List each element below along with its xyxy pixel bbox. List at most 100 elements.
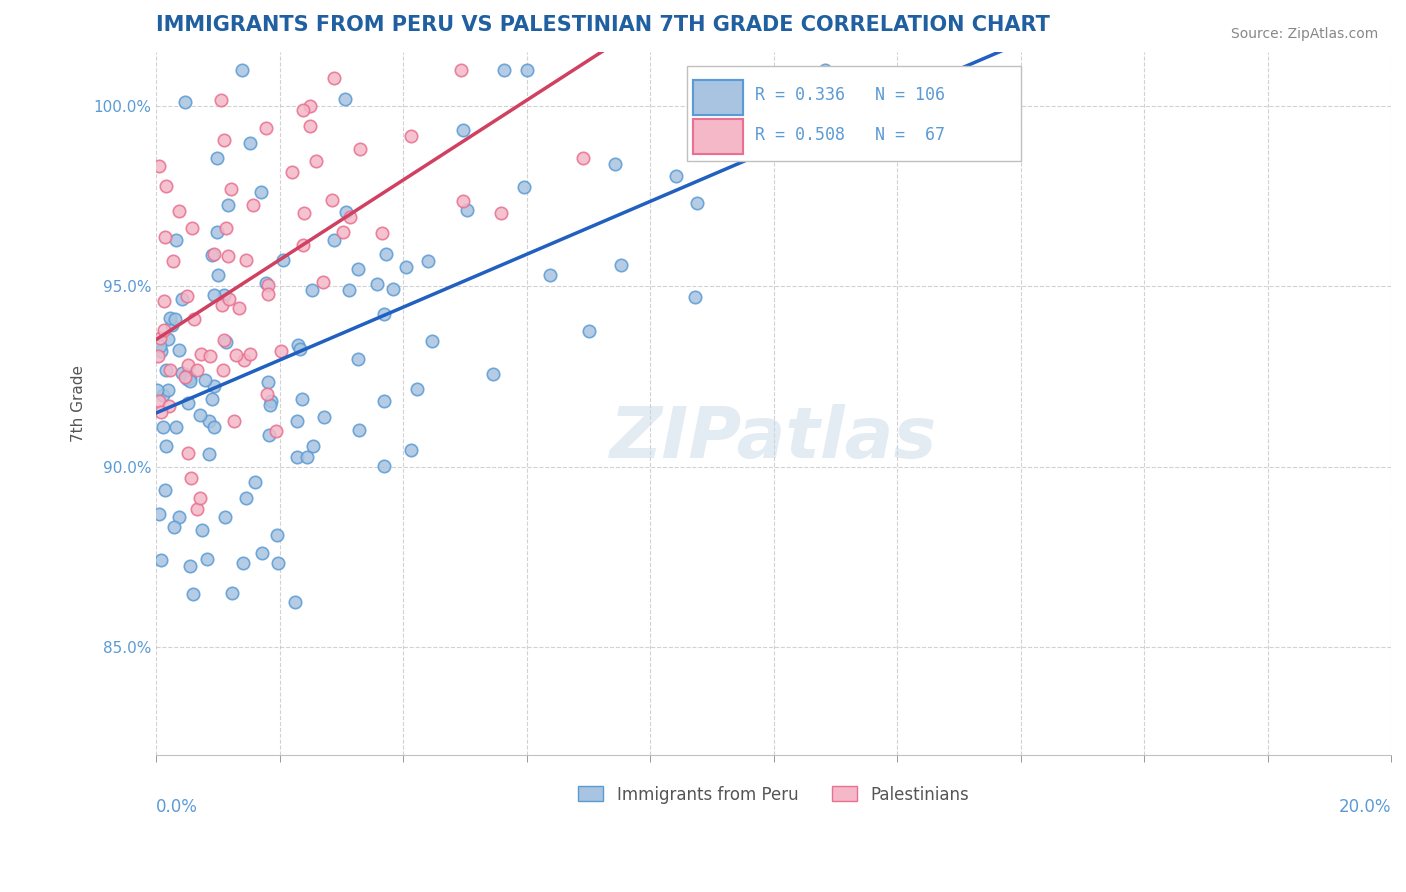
Point: [259, 428, 281, 442]
Point: [243, 475, 266, 489]
Point: [578, 324, 600, 338]
Point: [149, 405, 172, 419]
Point: [195, 551, 218, 566]
Text: 0.0%: 0.0%: [156, 797, 198, 815]
Point: [665, 169, 688, 184]
Point: [212, 133, 235, 147]
Point: [295, 450, 318, 464]
Point: [207, 268, 229, 283]
Point: [266, 528, 288, 542]
Point: [218, 198, 240, 212]
Point: [176, 372, 198, 386]
Point: [155, 483, 177, 497]
Point: [176, 289, 198, 303]
Point: [399, 129, 422, 144]
Point: [179, 371, 201, 385]
Point: [516, 62, 538, 77]
Point: [146, 383, 169, 397]
Point: [451, 123, 474, 137]
Point: [221, 586, 243, 600]
Point: [214, 334, 236, 348]
Point: [174, 95, 197, 109]
Point: [256, 375, 278, 389]
Point: [148, 159, 170, 173]
FancyBboxPatch shape: [693, 119, 742, 153]
Point: [163, 520, 186, 534]
Point: [225, 348, 247, 362]
Point: [349, 423, 371, 437]
Point: [152, 323, 174, 337]
Point: [212, 288, 235, 302]
Point: [221, 182, 243, 196]
Point: [290, 342, 312, 356]
Point: [373, 394, 395, 409]
Point: [152, 420, 174, 434]
Point: [224, 414, 246, 428]
Point: [156, 383, 179, 397]
Point: [291, 103, 314, 117]
Point: [176, 368, 198, 382]
Point: [420, 334, 443, 349]
Point: [167, 510, 190, 524]
Point: [301, 283, 323, 297]
Y-axis label: 7th Grade: 7th Grade: [72, 365, 86, 442]
Point: [202, 379, 225, 393]
Point: [312, 275, 335, 289]
Point: [201, 248, 224, 262]
Point: [165, 311, 187, 326]
Point: [198, 447, 221, 461]
Point: [339, 210, 361, 224]
Point: [264, 425, 287, 439]
Point: [148, 331, 170, 345]
Point: [572, 151, 595, 165]
Point: [191, 523, 214, 537]
Point: [180, 471, 202, 485]
Point: [235, 491, 257, 506]
Point: [239, 346, 262, 360]
Point: [323, 233, 346, 247]
FancyBboxPatch shape: [693, 80, 742, 115]
Point: [609, 258, 631, 272]
Point: [250, 545, 273, 559]
Point: [194, 373, 217, 387]
Point: [148, 508, 170, 522]
Point: [202, 420, 225, 434]
Point: [301, 439, 323, 453]
Point: [366, 277, 388, 291]
Point: [287, 338, 309, 352]
Point: [267, 556, 290, 570]
Point: [177, 359, 200, 373]
Point: [418, 253, 440, 268]
Point: [285, 415, 308, 429]
Point: [198, 349, 221, 363]
Point: [260, 393, 283, 408]
Point: [271, 253, 294, 268]
Point: [202, 288, 225, 302]
Point: [150, 343, 173, 358]
Point: [285, 450, 308, 465]
Point: [148, 393, 170, 408]
Point: [215, 221, 238, 235]
Point: [375, 247, 398, 261]
Point: [157, 399, 180, 413]
Point: [335, 92, 357, 106]
Point: [174, 370, 197, 384]
Point: [149, 339, 172, 353]
Point: [399, 442, 422, 457]
Point: [373, 307, 395, 321]
Point: [169, 343, 191, 357]
Legend: Immigrants from Peru, Palestinians: Immigrants from Peru, Palestinians: [572, 779, 976, 810]
Point: [218, 292, 240, 306]
Point: [159, 310, 181, 325]
Point: [284, 594, 307, 608]
Point: [183, 312, 205, 326]
Point: [292, 237, 315, 252]
Point: [155, 363, 177, 377]
Point: [201, 392, 224, 407]
Point: [332, 225, 354, 239]
Text: R = 0.508   N =  67: R = 0.508 N = 67: [755, 126, 945, 144]
Point: [322, 70, 344, 85]
Point: [160, 318, 183, 332]
Point: [177, 445, 200, 459]
Point: [337, 283, 360, 297]
